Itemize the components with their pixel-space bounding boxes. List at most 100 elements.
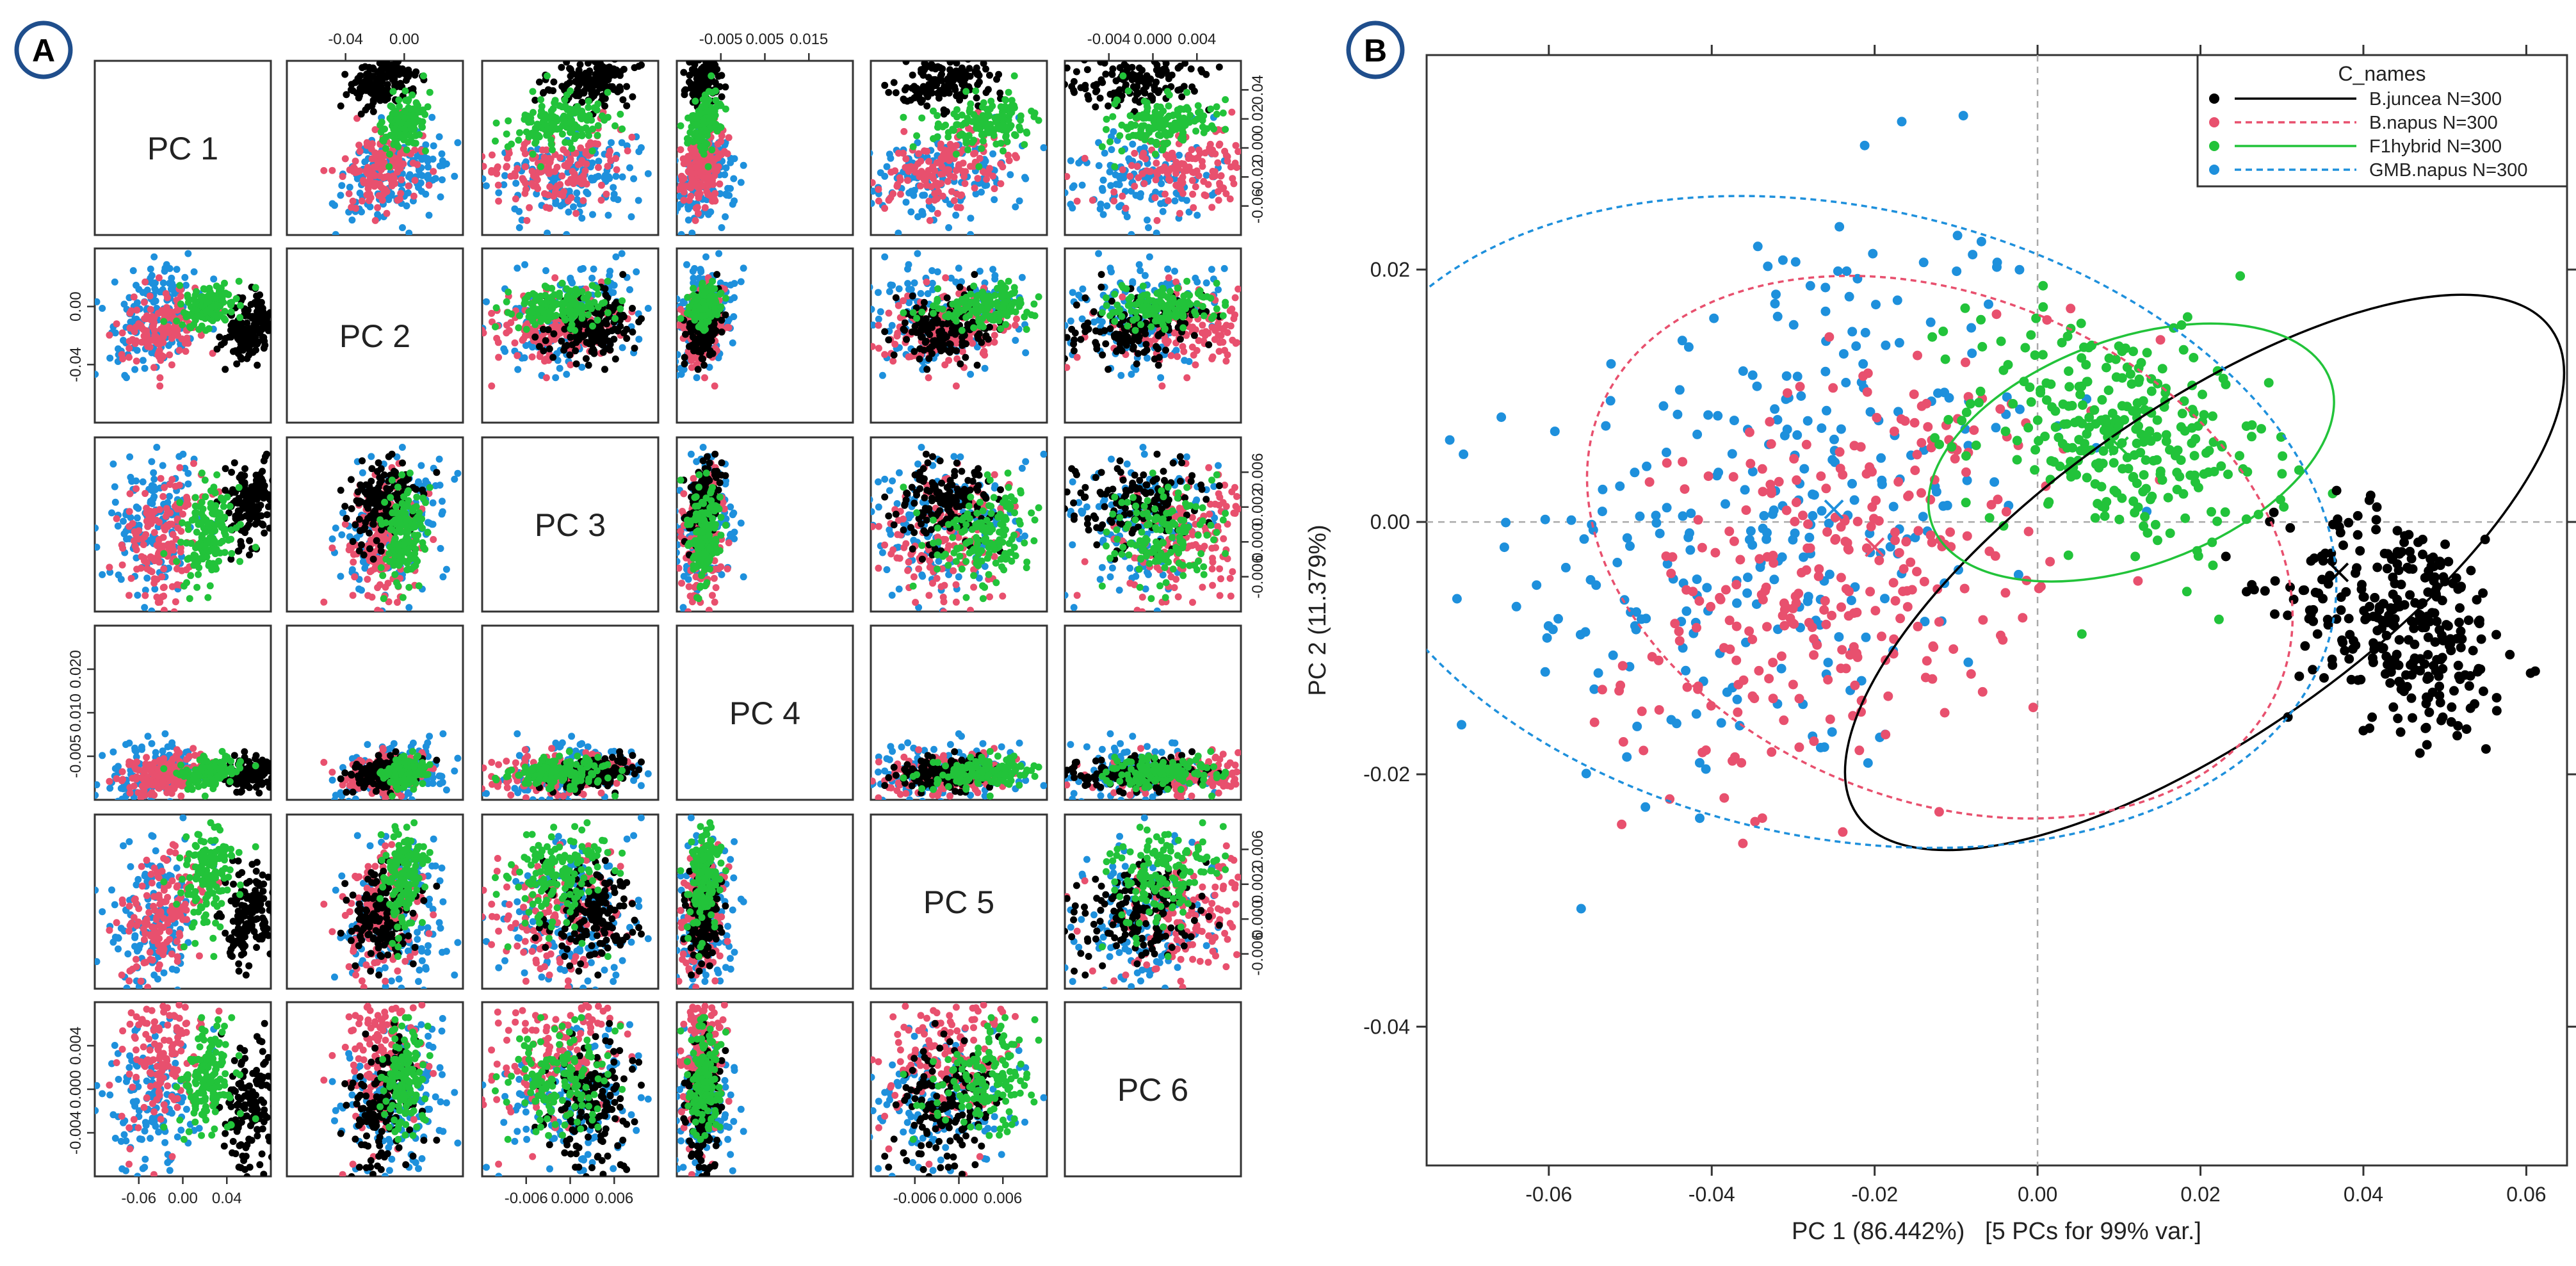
pairs-point [397, 190, 405, 197]
pairs-point [594, 33, 601, 40]
pairs-point [692, 180, 699, 188]
pairs-point [1124, 87, 1132, 95]
pairs-point [950, 197, 958, 204]
pairs-point [378, 166, 385, 174]
pairs-point [165, 342, 172, 349]
pairs-point [917, 289, 925, 297]
pairs-point [623, 325, 631, 333]
pairs-point [1084, 92, 1092, 99]
pairs-point [717, 303, 725, 311]
pairs-point [337, 102, 344, 110]
pairs-point [500, 345, 508, 353]
pairs-point [273, 306, 280, 313]
pairs-point [1179, 129, 1187, 136]
pairs-point [535, 133, 543, 141]
pairs-point [966, 65, 973, 72]
pairs-point [566, 79, 574, 86]
pairs-point [246, 347, 254, 355]
pairs-point [1214, 188, 1222, 195]
pairs-point [681, 353, 688, 361]
pairs-point [722, 105, 729, 113]
pairs-point [493, 334, 501, 342]
pairs-point [689, 90, 697, 98]
pairs-point [523, 216, 531, 224]
pairs-point [474, 169, 482, 176]
pairs-point [130, 293, 138, 301]
pairs-point [410, 139, 417, 147]
pairs-point [173, 266, 181, 273]
pairs-point [95, 371, 99, 378]
pairs-point [612, 155, 620, 162]
pairs-point [492, 304, 500, 312]
pairs-point [483, 182, 490, 190]
pairs-point [695, 335, 702, 342]
pairs-point [151, 279, 159, 287]
pairs-point [599, 348, 607, 356]
pairs-point [617, 305, 624, 312]
pairs-point [126, 345, 133, 352]
pairs-point [536, 353, 544, 361]
pairs-point [1134, 77, 1142, 84]
pairs-point [871, 149, 873, 157]
pairs-point [932, 82, 940, 90]
pairs-point [537, 96, 545, 104]
pairs-point [708, 72, 715, 79]
pairs-point [328, 166, 336, 174]
pairs-point [871, 200, 875, 207]
pairs-points [95, 33, 1288, 1176]
pairs-point [1281, 140, 1288, 147]
pairs-point [578, 215, 586, 222]
pairs-point [542, 337, 549, 345]
pairs-point [594, 100, 602, 108]
pairs-point [614, 88, 622, 95]
pairs-point [711, 382, 718, 390]
pairs-point [1065, 189, 1069, 197]
pairs-point [706, 293, 714, 300]
pairs-point [418, 122, 426, 130]
pairs-point [1073, 197, 1081, 205]
pairs-point [363, 191, 371, 199]
pairs-point [585, 340, 593, 348]
pairs-point [1280, 159, 1287, 166]
pairs-point [571, 327, 579, 334]
pairs-point [712, 97, 720, 104]
pairs-point [1099, 176, 1107, 184]
pairs-point [541, 282, 549, 290]
pairs-point [1109, 113, 1117, 120]
pairs-point [631, 345, 638, 352]
pairs-point [1049, 156, 1057, 163]
pairs-point [1153, 159, 1160, 167]
pairs-point [925, 74, 932, 81]
pairs-point [711, 197, 719, 204]
pairs-point [1183, 163, 1190, 171]
pairs-point [154, 309, 162, 317]
pairs-point [611, 71, 619, 79]
pairs-scatter-2-1 [95, 250, 280, 390]
pairs-point [630, 175, 638, 183]
pairs-point [663, 174, 670, 181]
pairs-point [704, 177, 711, 185]
pairs-point [410, 192, 417, 200]
pairs-cell-6-6 [1064, 1001, 1242, 1178]
pairs-point [556, 364, 563, 372]
pairs-point [406, 70, 414, 77]
pairs-point [628, 133, 636, 141]
pairs-point [388, 180, 396, 188]
pairs-point [425, 172, 432, 179]
pairs-point [565, 208, 572, 216]
pairs-point [1116, 132, 1124, 140]
pairs-point [1154, 89, 1162, 96]
pairs-point [677, 231, 685, 235]
pairs-point [546, 345, 553, 353]
pairs-point [1143, 102, 1151, 110]
pairs-point [401, 87, 409, 95]
pairs-point [542, 166, 550, 174]
pairs-point [147, 265, 154, 273]
pairs-point [426, 88, 433, 96]
pairs-point [594, 61, 601, 67]
pairs-point [885, 197, 893, 204]
pairs-point [682, 86, 689, 93]
pairs-point [1189, 168, 1196, 176]
pairs-point [947, 274, 955, 282]
pairs-scatter-2-4 [677, 250, 747, 390]
